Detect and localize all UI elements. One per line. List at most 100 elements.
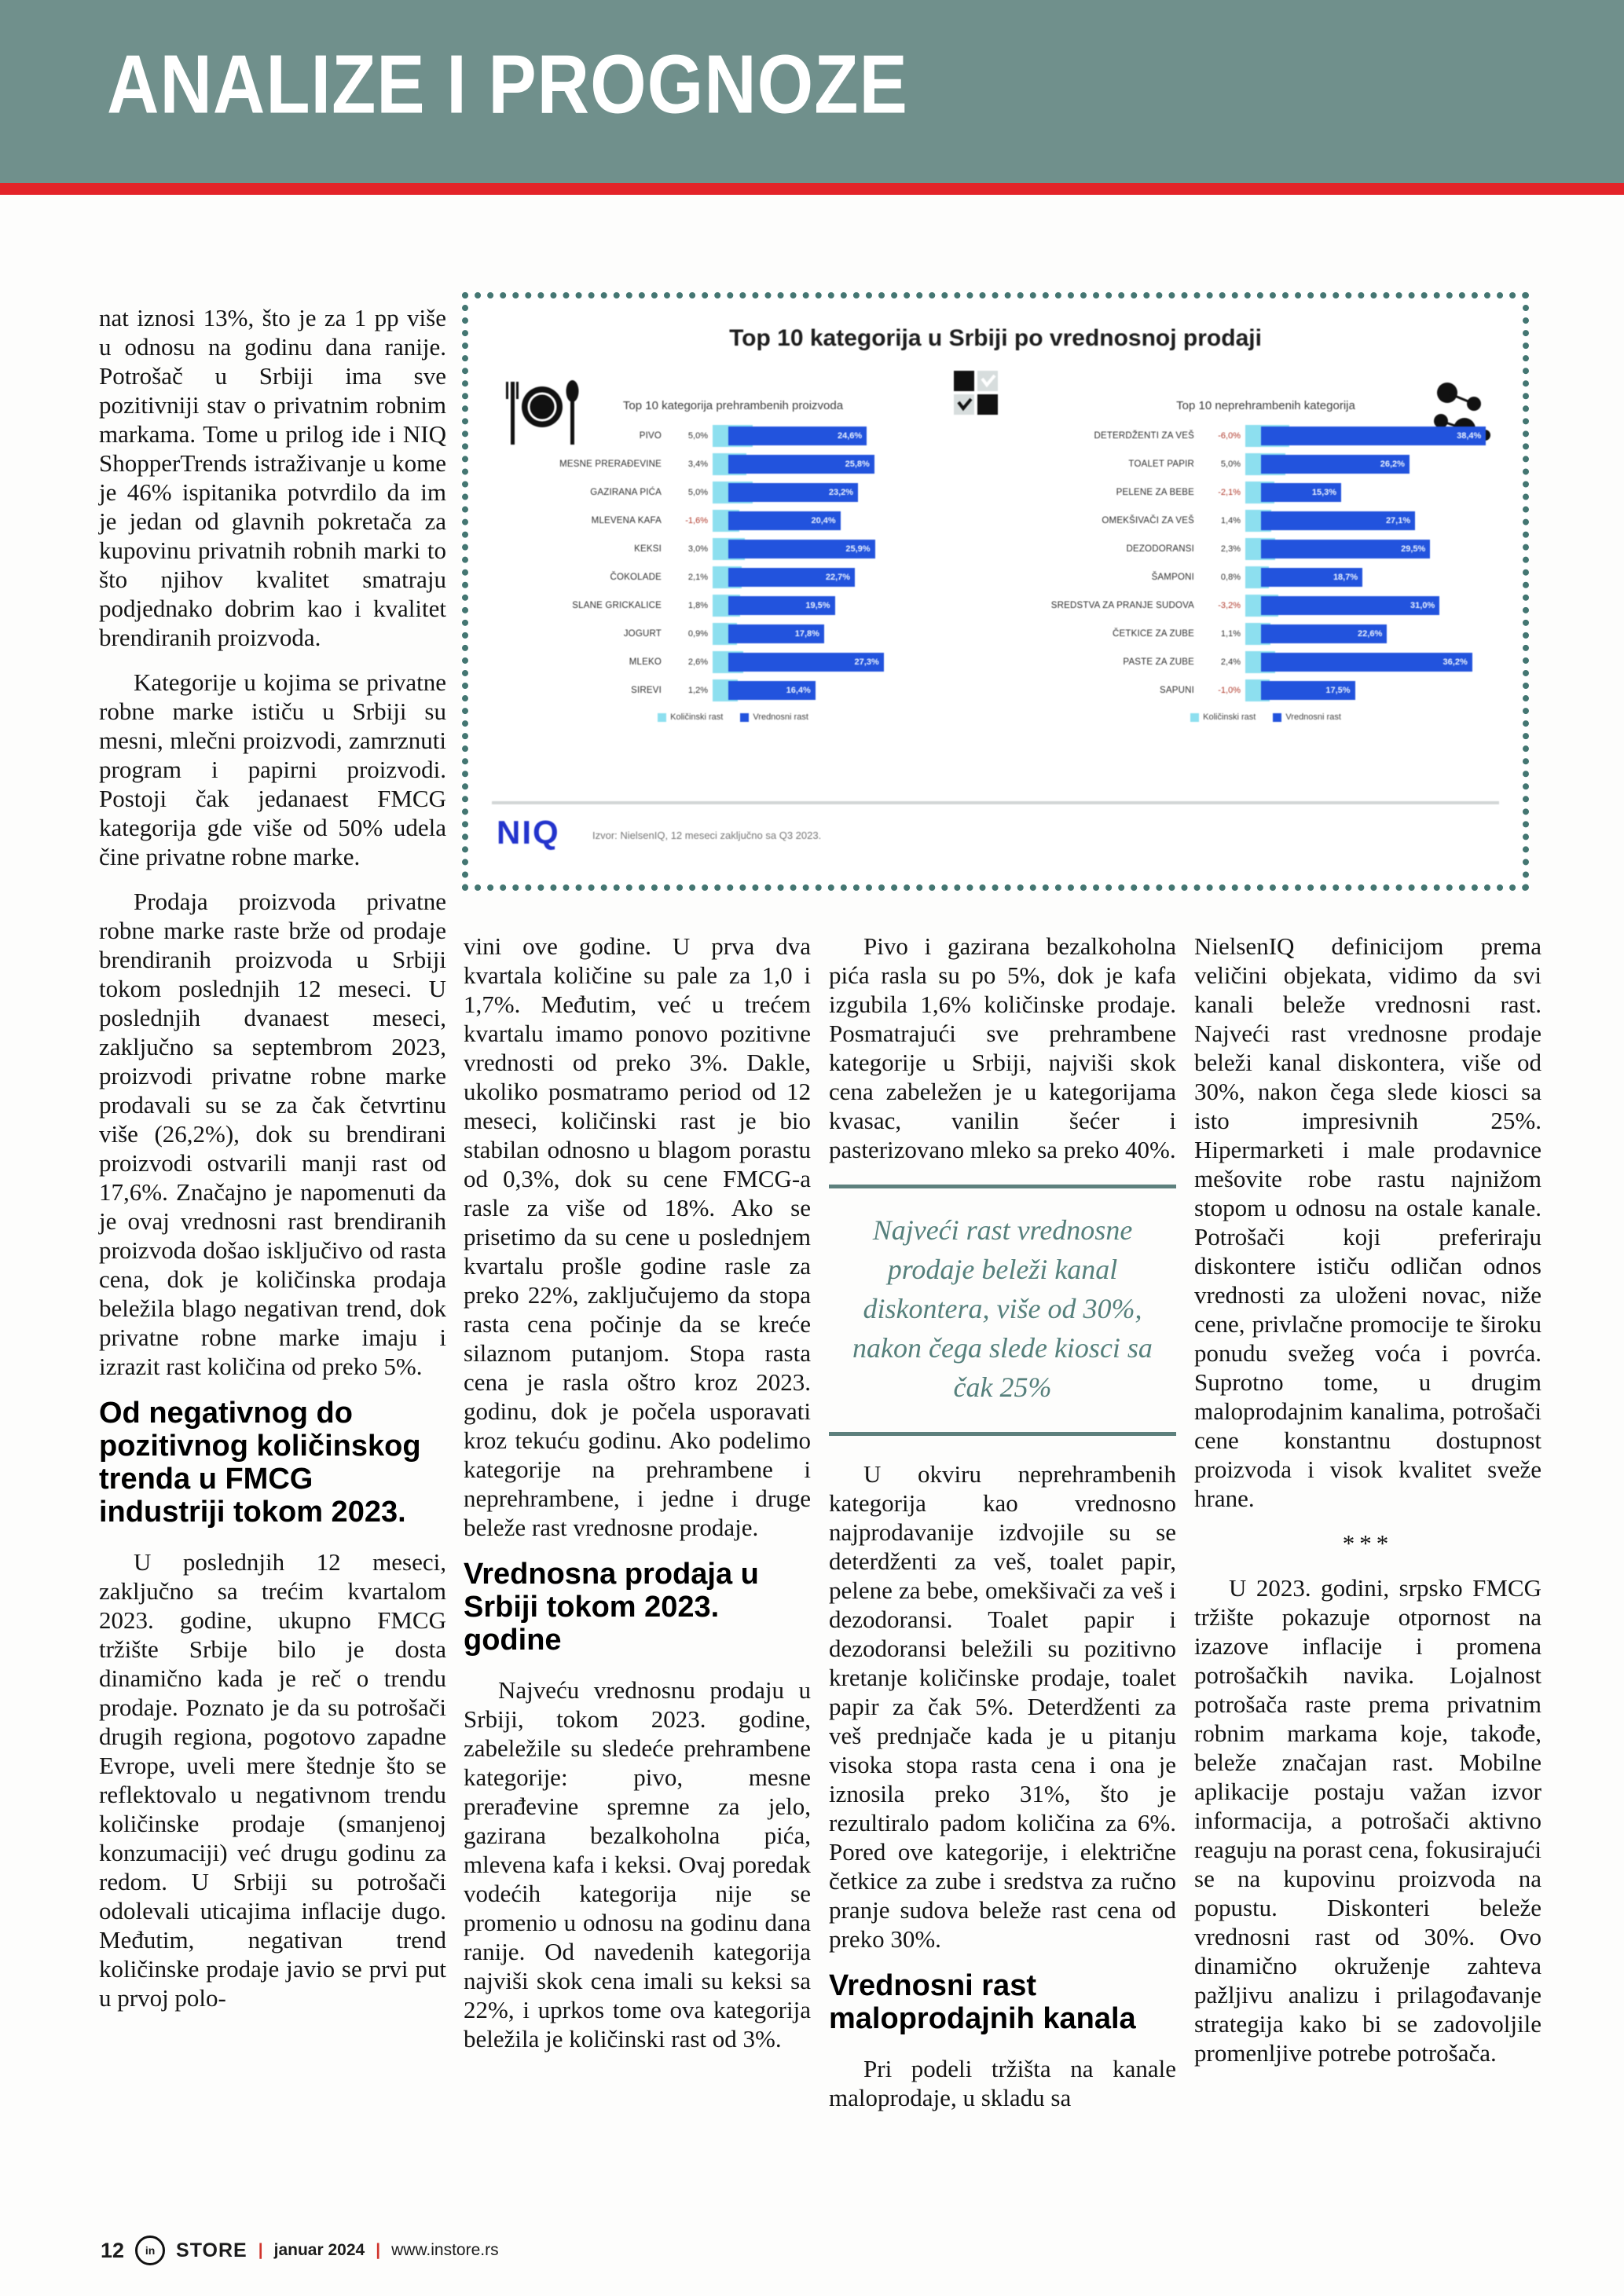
volume-growth-value: -1,6% — [685, 516, 708, 525]
category-label: TOALET PAPIR — [1128, 460, 1194, 469]
article-column-1: nat iznosi 13%, što je za 1 pp više u od… — [99, 303, 446, 2028]
bar-track: 15,3% — [1245, 482, 1509, 504]
category-label: JOGURT — [623, 629, 662, 639]
paragraph: Kategorije u kojima se privatne robne ma… — [99, 668, 446, 870]
chart-panel: Top 10 kategorija u Srbiji po vrednosnoj… — [462, 292, 1529, 891]
volume-growth-value: 0,8% — [1220, 573, 1241, 582]
bar-track: 29,5% — [1245, 538, 1509, 560]
paragraph: nat iznosi 13%, što je za 1 pp više u od… — [99, 304, 446, 651]
chart-main-title: Top 10 kategorija u Srbiji po vrednosnoj… — [729, 325, 1262, 351]
paragraph: Najveću vrednosnu prodaju u Srbiji, toko… — [464, 1676, 811, 2052]
value-bar: 18,7% — [1261, 568, 1363, 587]
chart-legend: Količinski rast Vrednosni rast — [490, 712, 976, 722]
volume-growth-value: 3,4% — [687, 460, 708, 469]
bar-track: 22,6% — [1245, 623, 1509, 645]
volume-growth-value: 5,0% — [687, 488, 708, 497]
bar-track: 17,8% — [713, 623, 976, 645]
value-bar: 20,4% — [728, 511, 841, 530]
chart-source-text: Izvor: NielsenIQ, 12 meseci zaključno sa… — [592, 829, 822, 841]
website-link[interactable]: www.instore.rs — [391, 2241, 499, 2259]
legend-swatch — [658, 712, 667, 722]
category-label: ŠAMPONI — [1151, 573, 1194, 582]
value-bar: 15,3% — [1261, 483, 1342, 502]
bar-row: SREDSTVA ZA PRANJE SUDOVA -3,2% 31,0% — [1023, 591, 1509, 620]
bar-rows: DETERDŽENTI ZA VEŠ -6,0% 38,4% TOALET PAPIR… — [1023, 422, 1509, 705]
category-label: ČOKOLADE — [610, 573, 662, 582]
subheading: Od negativnog do pozitivnog količinskog … — [99, 1397, 421, 1529]
chart-subtitle: Top 10 kategorija prehrambenih proizvoda — [622, 399, 844, 412]
value-bar: 38,4% — [1261, 427, 1487, 445]
category-label: MLEVENA KAFA — [591, 516, 662, 525]
bar-row: DETERDŽENTI ZA VEŠ -6,0% 38,4% — [1023, 422, 1509, 450]
paragraph: NielsenIQ definicijom prema veličini obj… — [1194, 932, 1542, 1512]
bar-row: DEZODORANSI 2,3% 29,5% — [1023, 535, 1509, 563]
value-bar: 23,2% — [728, 483, 859, 502]
legend-item: Vrednosni rast — [740, 712, 808, 722]
bar-row: SLANE GRICKALICE 1,8% 19,5% — [490, 591, 976, 620]
category-label: SLANE GRICKALICE — [572, 601, 662, 610]
footer-separator: | — [376, 2241, 381, 2259]
grid-check-icon — [954, 371, 998, 415]
page-footer: 12 in STORE | januar 2024 | www.instore.… — [101, 2236, 499, 2265]
bar-track: 26,2% — [1245, 453, 1509, 475]
volume-growth-value: -1,0% — [1218, 686, 1241, 695]
bar-row: KEKSI 3,0% 25,9% — [490, 535, 976, 563]
category-label: MLEKO — [629, 657, 662, 667]
bar-track: 25,9% — [713, 538, 976, 560]
bar-row: SIREVI 1,2% 16,4% — [490, 676, 976, 705]
bar-track: 23,2% — [713, 482, 976, 504]
subheading: Vrednosni rast maloprodajnih kanala — [829, 1969, 1136, 2035]
value-bar: 22,7% — [728, 568, 856, 587]
legend-swatch — [740, 712, 750, 722]
bar-row: SAPUNI -1,0% 17,5% — [1023, 676, 1509, 705]
paragraph: vini ove godine. U prva dva kvartala kol… — [464, 932, 811, 1541]
bar-row: MESNE PRERAĐEVINE 3,4% 25,8% — [490, 450, 976, 478]
paragraph: Pivo i gazirana bezalkoholna pića rasla … — [829, 932, 1176, 1163]
bar-track: 17,5% — [1245, 679, 1509, 701]
section-banner: ANALIZE I PROGNOZE — [0, 0, 1624, 183]
bar-row: TOALET PAPIR 5,0% 26,2% — [1023, 450, 1509, 478]
paragraph: U 2023. godini, srpsko FMCG tržište poka… — [1194, 1574, 1542, 2067]
section-separator: *** — [1342, 1529, 1394, 1557]
bar-row: GAZIRANA PIĆA 5,0% 23,2% — [490, 478, 976, 507]
bar-row: MLEKO 2,6% 27,3% — [490, 648, 976, 676]
bar-track: 36,2% — [1245, 651, 1509, 673]
category-label: KEKSI — [634, 544, 662, 554]
category-label: MESNE PRERAĐEVINE — [559, 460, 662, 469]
value-bar: 26,2% — [1261, 455, 1410, 474]
bar-track: 24,6% — [713, 425, 976, 447]
paragraph: Pri podeli tržišta na kanale maloprodaje… — [829, 2055, 1176, 2111]
article-column-4: NielsenIQ definicijom prema veličini obj… — [1194, 932, 1542, 2083]
panel-divider — [492, 801, 1499, 804]
value-bar: 27,1% — [1261, 511, 1416, 530]
value-bar: 31,0% — [1261, 596, 1440, 615]
section-title: ANALIZE I PROGNOZE — [107, 38, 908, 131]
bar-track: 20,4% — [713, 510, 976, 532]
chart-legend: Količinski rast Vrednosni rast — [1023, 712, 1509, 722]
volume-growth-value: -2,1% — [1218, 488, 1241, 497]
bar-row: PASTE ZA ZUBE 2,4% 36,2% — [1023, 648, 1509, 676]
bar-track: 18,7% — [1245, 566, 1509, 588]
legend-label: Vrednosni rast — [1285, 712, 1341, 722]
chart-food-categories: Top 10 kategorija prehrambenih proizvoda… — [490, 399, 976, 722]
volume-growth-value: -6,0% — [1218, 431, 1241, 441]
legend-swatch — [1190, 712, 1200, 722]
value-bar: 24,6% — [728, 427, 867, 445]
chart-subtitle: Top 10 neprehrambenih kategorija — [1176, 399, 1355, 412]
value-bar: 16,4% — [728, 681, 816, 700]
volume-growth-value: -3,2% — [1218, 601, 1241, 610]
category-label: SIREVI — [631, 686, 662, 695]
paragraph: Prodaja proizvoda privatne robne marke r… — [99, 888, 446, 1380]
legend-swatch — [1273, 712, 1282, 722]
magazine-brand: STORE — [176, 2239, 247, 2261]
category-label: DEZODORANSI — [1126, 544, 1194, 554]
bar-row: OMEKŠIVAČI ZA VEŠ 1,4% 27,1% — [1023, 507, 1509, 535]
volume-growth-value: 1,8% — [687, 601, 708, 610]
chart-nonfood-categories: Top 10 neprehrambenih kategorija DETERDŽ… — [1023, 399, 1509, 722]
instore-logo-icon: in — [135, 2236, 166, 2265]
bar-rows: PIVO 5,0% 24,6% MESNE PRERAĐEVINE 3,4% 25,8% G… — [490, 422, 976, 705]
value-bar: 17,5% — [1261, 681, 1355, 700]
volume-growth-value: 5,0% — [687, 431, 708, 441]
value-bar: 17,8% — [728, 624, 824, 643]
